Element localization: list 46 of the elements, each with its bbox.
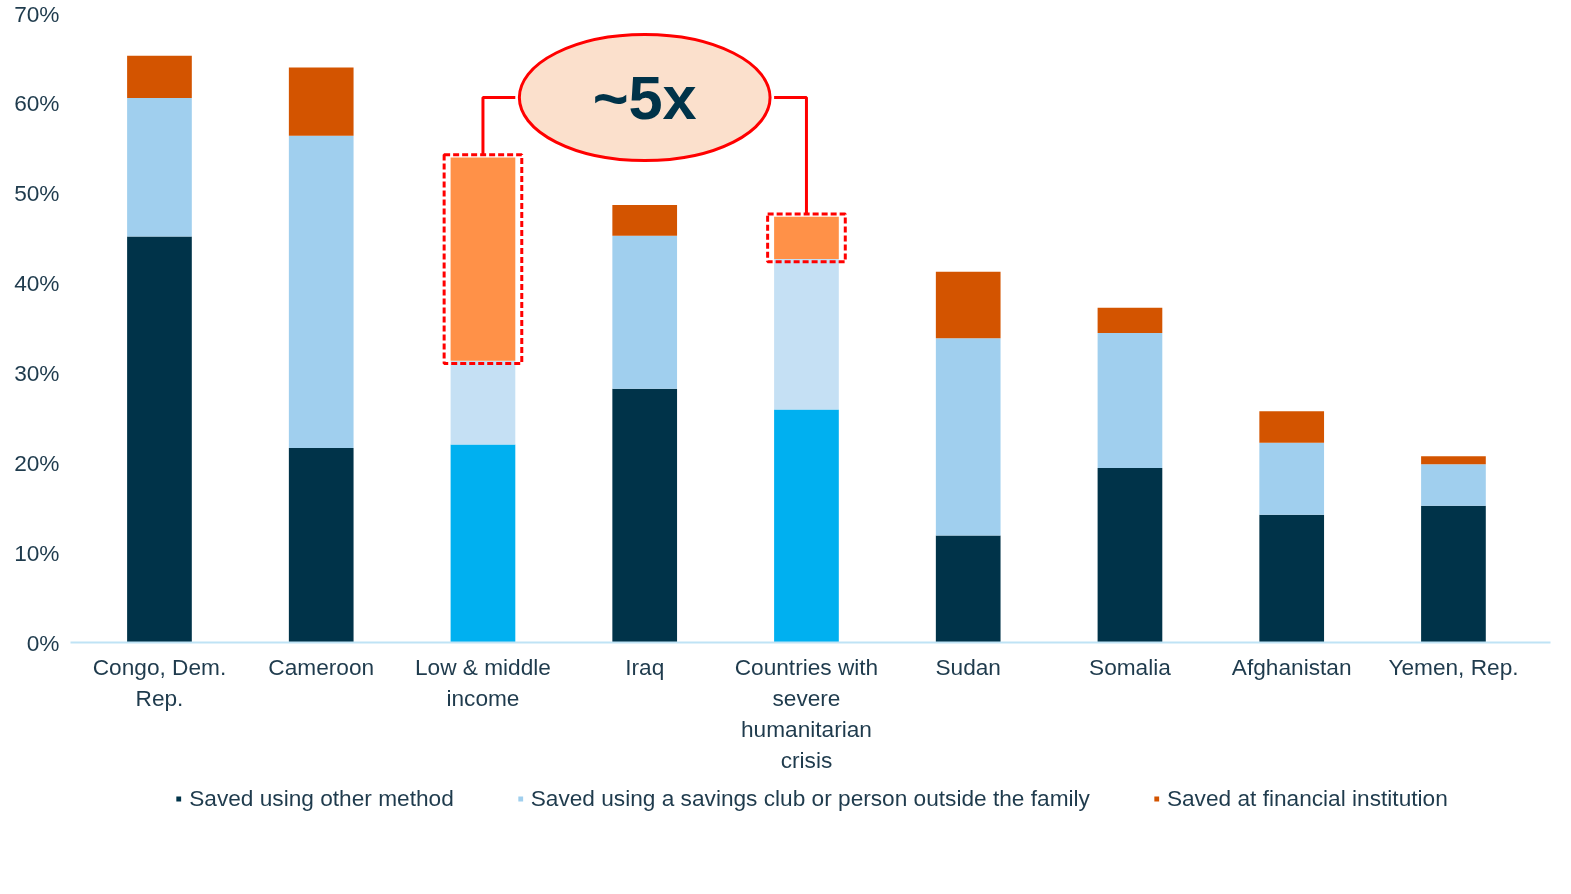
legend-label: Saved using a savings club or person outside the family [530,784,1090,812]
y-tick-label: 40% [14,269,60,296]
y-tick-label: 20% [14,449,60,476]
bar [1259,411,1325,443]
bar [1259,514,1325,643]
bar [935,271,1001,339]
bar [127,236,192,643]
bar [127,55,192,98]
legend-label: Saved using other method [189,784,454,812]
y-tick-label: 50% [14,179,60,206]
annotation: ~5x [592,63,697,133]
x-tick-label: Sudan [935,653,1001,680]
bar [612,235,678,389]
y-tick-label: 10% [14,539,60,566]
bar [1421,505,1486,643]
x-tick-label: Iraq [625,653,665,680]
y-tick-label: 0% [26,629,60,656]
bar [774,259,839,410]
bar [935,535,1001,643]
y-tick-label: 30% [14,359,60,386]
x-tick-label: Afghanistan [1231,653,1352,680]
bar [1097,332,1163,468]
bar [127,98,192,237]
bar [1097,467,1163,643]
bar [1421,464,1486,506]
bar [288,67,354,136]
bar [1421,456,1486,465]
bar [612,205,678,236]
x-tick-label: Low & middle income [414,653,551,711]
x-tick-label: Countries with severe humanitarian crisis [734,653,879,774]
bar [288,135,354,449]
y-tick-label: 60% [14,89,60,116]
bar [774,409,839,643]
bar [612,388,678,643]
bar [935,338,1001,536]
bar [450,360,516,445]
bar [450,444,516,643]
legend-label: Saved at financial institution [1166,784,1448,812]
x-tick-label: Yemen, Rep. [1388,653,1519,680]
bar [1259,442,1325,515]
x-tick-label: Somalia [1089,653,1172,680]
x-tick-label: Cameroon [268,653,375,680]
x-tick-label: Congo, Dem. Rep. [92,653,227,711]
y-tick-label: 70% [14,0,60,27]
bar [1097,307,1163,333]
bar [288,448,354,643]
